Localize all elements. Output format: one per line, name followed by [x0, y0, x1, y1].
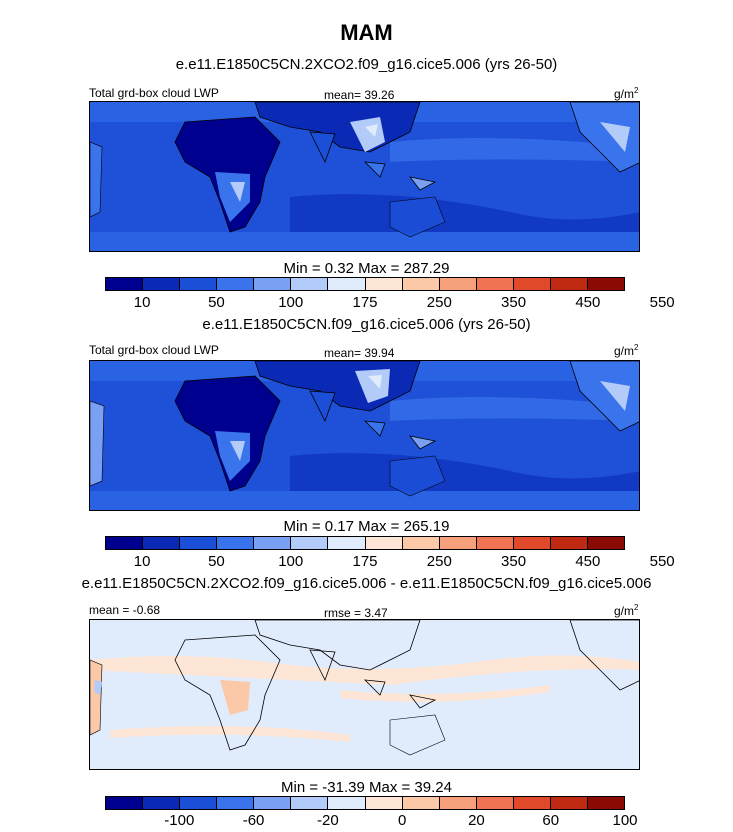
colorbar-swatch: [476, 278, 514, 290]
colorbar-tick-label: 250: [426, 553, 452, 570]
colorbar-tick-label: 175: [352, 553, 378, 570]
colorbar-swatch: [143, 278, 181, 290]
colorbar-swatch: [328, 278, 366, 290]
colorbar-tick-label: -20: [317, 812, 339, 829]
colorbar-tick-label: 20: [468, 812, 485, 829]
colorbar-tick-label: 450: [575, 553, 601, 570]
colorbar-swatch: [365, 797, 403, 809]
colorbar-tick-label: 50: [208, 553, 225, 570]
panel-3-mean-label: mean = -0.68: [89, 603, 161, 617]
colorbar-swatch: [291, 797, 329, 809]
panel-1-minmax: Min = 0.32 Max = 287.29: [283, 260, 450, 277]
colorbar-swatch: [291, 537, 329, 549]
colorbar-swatch: [143, 797, 181, 809]
colorbar-swatch: [588, 537, 625, 549]
colorbar-swatch: [328, 537, 366, 549]
panel-1-map: [89, 101, 640, 252]
colorbar-swatch: [513, 797, 551, 809]
colorbar-tick-label: 100: [278, 553, 304, 570]
panel-2-map: [89, 360, 640, 511]
panel-2-case-title: e.e11.E1850C5CN.f09_g16.cice5.006 (yrs 2…: [202, 316, 531, 333]
colorbar-swatch: [254, 278, 292, 290]
colorbar-swatch: [217, 537, 255, 549]
colorbar-tick-label: 350: [501, 294, 527, 311]
colorbar-tick-label: 350: [501, 553, 527, 570]
colorbar-tick-label: 550: [649, 553, 675, 570]
colorbar-tick-label: -60: [242, 812, 265, 829]
panel-3-colorbar: [105, 796, 625, 810]
colorbar-swatch: [439, 537, 477, 549]
colorbar-swatch: [476, 797, 514, 809]
panel-1-mean-label: mean= 39.26: [324, 88, 395, 102]
panel-1-case-title: e.e11.E1850C5CN.2XCO2.f09_g16.cice5.006 …: [175, 56, 558, 73]
panel-3-case-title: e.e11.E1850C5CN.2XCO2.f09_g16.cice5.006 …: [81, 575, 652, 592]
colorbar-swatch: [180, 797, 218, 809]
colorbar-swatch: [254, 537, 292, 549]
colorbar-swatch: [254, 797, 292, 809]
colorbar-swatch: [550, 797, 589, 809]
colorbar-swatch: [180, 278, 218, 290]
panel-3-map: [89, 619, 640, 770]
colorbar-swatch: [588, 797, 625, 809]
colorbar-tick-label: 60: [542, 812, 560, 829]
colorbar-tick-label: 175: [352, 294, 378, 311]
colorbar-swatch: [476, 537, 514, 549]
colorbar-swatch: [106, 278, 144, 290]
panel-2-minmax: Min = 0.17 Max = 265.19: [283, 518, 450, 535]
colorbar-swatch: [439, 797, 477, 809]
colorbar-tick-label: 10: [133, 294, 151, 311]
colorbar-tick-label: 50: [208, 294, 225, 311]
colorbar-tick-label: 0: [397, 812, 407, 829]
colorbar-swatch: [180, 537, 218, 549]
panel-3-rmse-label: rmse = 3.47: [324, 606, 388, 620]
colorbar-swatch: [217, 278, 255, 290]
colorbar-swatch: [365, 537, 403, 549]
colorbar-swatch: [402, 797, 440, 809]
colorbar-swatch: [365, 278, 403, 290]
panel-3-minmax: Min = -31.39 Max = 39.24: [281, 779, 452, 796]
colorbar-swatch: [439, 278, 477, 290]
figure-title: MAM: [340, 20, 393, 45]
colorbar-swatch: [550, 278, 589, 290]
colorbar-swatch: [106, 537, 144, 549]
panel-1-colorbar: [105, 277, 625, 291]
colorbar-tick-label: 550: [649, 294, 675, 311]
colorbar-tick-label: 100: [612, 812, 638, 829]
colorbar-swatch: [217, 797, 255, 809]
panel-2-colorbar: [105, 536, 625, 550]
colorbar-swatch: [402, 278, 440, 290]
panel-3-units: g/m2: [614, 603, 639, 618]
panel-2-units: g/m2: [614, 343, 639, 358]
panel-1-variable-label: Total grd-box cloud LWP: [89, 86, 219, 100]
colorbar-swatch: [328, 797, 366, 809]
colorbar-swatch: [402, 537, 440, 549]
colorbar-swatch: [291, 278, 329, 290]
colorbar-swatch: [550, 537, 589, 549]
colorbar-swatch: [143, 537, 181, 549]
colorbar-swatch: [513, 278, 551, 290]
colorbar-tick-label: -100: [164, 812, 195, 829]
panel-1-units: g/m2: [614, 86, 639, 101]
colorbar-tick-label: 100: [278, 294, 304, 311]
colorbar-tick-label: 450: [575, 294, 601, 311]
colorbar-swatch: [588, 278, 625, 290]
colorbar-swatch: [513, 537, 551, 549]
panel-2-mean-label: mean= 39.94: [324, 346, 395, 360]
panel-2-variable-label: Total grd-box cloud LWP: [89, 343, 219, 357]
colorbar-tick-label: 250: [426, 294, 452, 311]
colorbar-tick-label: 10: [133, 553, 151, 570]
colorbar-swatch: [106, 797, 144, 809]
